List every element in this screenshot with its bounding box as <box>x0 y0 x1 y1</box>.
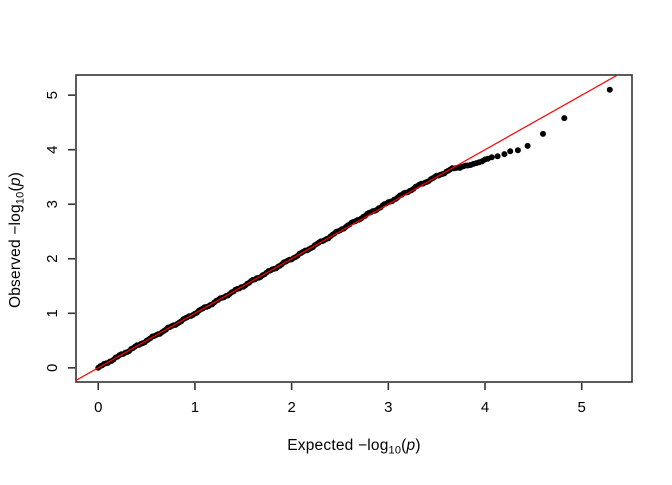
data-points <box>95 86 613 371</box>
x-tick-label: 4 <box>481 399 489 416</box>
y-tick-label: 4 <box>44 146 61 154</box>
scatter-point-tail <box>561 115 568 122</box>
y-axis-ticks: 0 1 2 3 4 5 <box>44 91 75 372</box>
y-axis-title-subscript: 10 <box>15 192 27 205</box>
scatter-point-tail <box>507 148 514 155</box>
x-axis-title-text: Expected −log <box>287 437 388 454</box>
y-tick-label: 5 <box>44 91 61 99</box>
scatter-point-tail <box>524 142 531 149</box>
scatter-point-tail <box>488 154 495 161</box>
y-tick-label: 2 <box>44 255 61 263</box>
y-axis-title-text: Observed −log <box>7 204 24 308</box>
x-axis-title: Expected −log10(p) <box>287 437 421 457</box>
y-axis-title: Observed −log10(p) <box>7 172 27 308</box>
x-axis-title-variable: p <box>406 437 416 454</box>
x-tick-label: 0 <box>94 399 102 416</box>
scatter-point-tail <box>540 130 546 137</box>
scatter-point-tail <box>514 147 521 154</box>
y-tick-label: 3 <box>44 200 61 208</box>
x-tick-label: 5 <box>578 399 586 416</box>
y-tick-label: 1 <box>44 309 61 317</box>
scatter-point-tail <box>606 86 613 93</box>
x-axis-ticks: 0 1 2 3 4 5 <box>94 383 586 416</box>
plot-box <box>75 74 633 383</box>
identity-reference-line <box>76 75 619 382</box>
x-axis-title-subscript: 10 <box>389 445 402 457</box>
y-tick-label: 0 <box>44 364 61 372</box>
scatter-point-tail <box>501 151 508 158</box>
scatter-point-tail <box>494 153 501 160</box>
y-axis-title-variable: p <box>7 177 24 187</box>
x-tick-label: 3 <box>384 399 392 416</box>
x-tick-label: 2 <box>287 399 295 416</box>
x-tick-label: 1 <box>191 399 199 416</box>
